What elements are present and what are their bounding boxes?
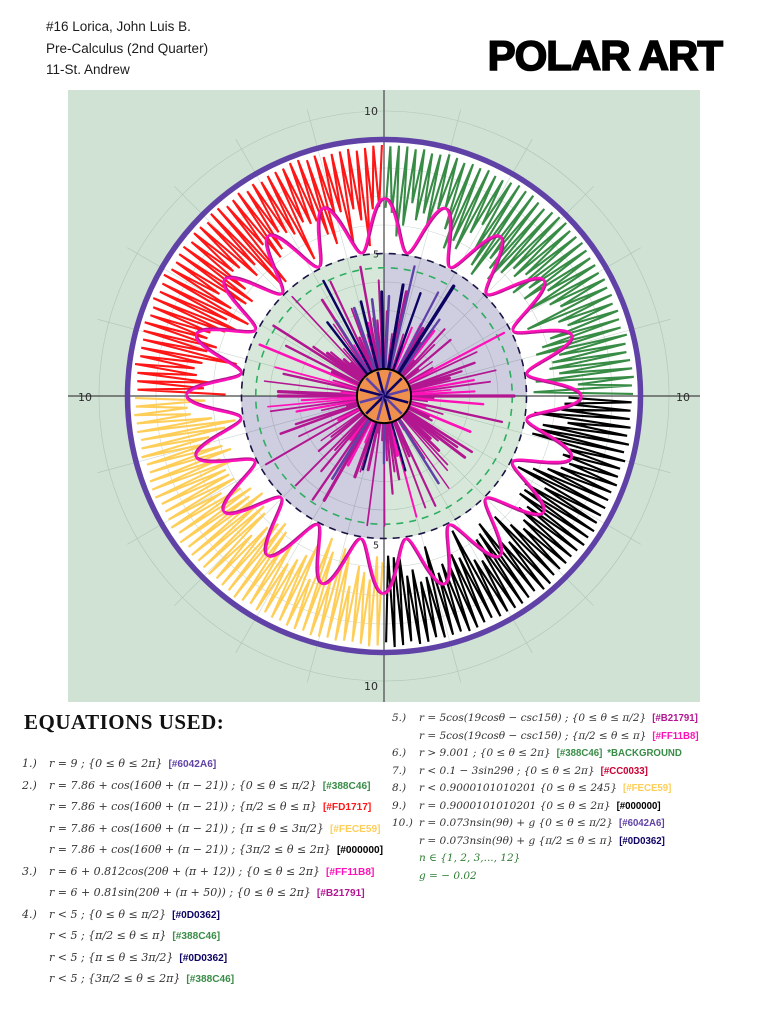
equation-row: r = 7.86 + cos(160θ + (π − 21)) ; {π ≤ θ…: [22, 822, 388, 844]
equation-color-tag: [#FD1717]: [322, 802, 372, 813]
equation-expression: r = 7.86 + cos(160θ + (π − 21)) ; {π/2 ≤…: [49, 800, 317, 813]
equation-color-tag: [#0D0362]: [179, 952, 228, 964]
spike-ring-quadrant: [384, 145, 634, 395]
equation-expression: r < 5 ; {0 ≤ θ ≤ π/2}: [49, 907, 167, 921]
equation-number: 8.): [392, 782, 407, 794]
equation-expression: r = 6 + 0.81sin(20θ + (π + 50)) ; {0 ≤ θ…: [49, 886, 311, 899]
equation-expression: r < 0.9000101010201 {0 ≤ θ ≤ 245}: [419, 782, 618, 794]
equation-row: 4.) r < 5 ; {0 ≤ θ ≤ π/2} [#0D0362]: [22, 908, 388, 930]
outer-circle: [124, 136, 644, 656]
equation-row: r < 5 ; {π/2 ≤ θ ≤ π} [#388C46]: [22, 929, 388, 951]
axis-tick-label: 10: [78, 391, 92, 404]
equation-expression: r = 7.86 + cos(160θ + (π − 21)) ; {3π/2 …: [49, 843, 331, 856]
equation-number: 9.): [392, 799, 407, 812]
dashed-boundary-outer: [240, 252, 528, 540]
equation-expression: r < 5 ; {3π/2 ≤ θ ≤ 2π}: [49, 972, 181, 985]
equation-number: 5.): [392, 712, 407, 724]
equation-row: 3.) r = 6 + 0.812cos(20θ + (π + 12)) ; {0…: [22, 865, 388, 887]
student-info: #16 Lorica, John Luis B. Pre-Calculus (2…: [46, 16, 208, 81]
equation-row: r = 7.86 + cos(160θ + (π − 21)) ; {3π/2 …: [22, 843, 388, 865]
axis-tick-label: 10: [364, 680, 378, 693]
polar-chart: 10 10 10 10 5 5: [68, 90, 700, 702]
equation-expression: r < 0.1 − 3sin29θ ; {0 ≤ θ ≤ 2π}: [419, 764, 595, 777]
equation-color-tag: [#388C46]: [172, 931, 221, 942]
equation-number: 4.): [22, 907, 37, 921]
axis-tick-label: 10: [364, 105, 378, 118]
equation-row: r < 5 ; {π ≤ θ ≤ 3π/2} [#0D0362]: [22, 951, 388, 973]
equation-color-tag: [#388C46]: [186, 974, 235, 985]
wave-bright: [185, 197, 583, 595]
spike-ring-quadrant: [134, 144, 383, 396]
equation-expression: r = 0.073nsin(9θ) + g {π/2 ≤ θ ≤ π}: [419, 834, 614, 847]
axis-tick-label: 5: [373, 250, 379, 261]
equations-heading: EQUATIONS USED:: [24, 710, 225, 734]
equation-color-tag: [#FF11B8]: [652, 730, 699, 742]
equation-expression: r = 5cos(19cosθ − csc15θ) ; {0 ≤ θ ≤ π/2…: [419, 712, 647, 724]
equation-expression: r = 0.9000101010201 {0 ≤ θ ≤ 2π}: [419, 799, 611, 812]
equation-row: 1.) r = 9 ; {0 ≤ θ ≤ 2π} [#6042A6]: [22, 757, 388, 779]
equation-expression: g = − 0.02: [419, 869, 477, 882]
equation-expression: r = 7.86 + cos(160θ + (π − 21)) ; {π ≤ θ…: [49, 821, 324, 835]
equation-color-tag: [#FF11B8]: [326, 866, 375, 878]
quadrant-fill: [241, 253, 384, 396]
equation-color-tag: [#FECE59]: [329, 823, 381, 835]
equation-row: 10.) r = 0.073nsin(9θ) + g {0 ≤ θ ≤ π/2} […: [392, 817, 766, 835]
equation-color-tag: [#388C46]: [556, 748, 603, 759]
equation-number: 6.): [392, 747, 407, 759]
equation-row: 9.) r = 0.9000101010201 {0 ≤ θ ≤ 2π} [#000…: [392, 800, 766, 818]
equation-color-tag: [#B21791]: [652, 713, 698, 724]
equation-expression: r = 5cos(19cosθ − csc15θ) ; {π/2 ≤ θ ≤ π…: [419, 729, 647, 742]
equation-expression: r = 7.86 + cos(160θ + (π − 21)) ; {0 ≤ θ…: [49, 778, 317, 792]
equation-number: 10.): [392, 817, 413, 829]
equations-left-column: 1.) r = 9 ; {0 ≤ θ ≤ 2π} [#6042A6] 2.) r = 7…: [22, 757, 388, 994]
equation-row: 8.) r < 0.9000101010201 {0 ≤ θ ≤ 245} [#FE…: [392, 782, 766, 800]
equation-color-tag: [#B21791]: [316, 888, 365, 899]
equation-row: r < 5 ; {3π/2 ≤ θ ≤ 2π} [#388C46]: [22, 972, 388, 994]
equation-row: r = 5cos(19cosθ − csc15θ) ; {π/2 ≤ θ ≤ π…: [392, 730, 766, 748]
equation-color-tag: [#6042A6]: [618, 818, 665, 829]
equation-color-tag: [#000000]: [336, 845, 384, 856]
equations-right-column: 5.) r = 5cos(19cosθ − csc15θ) ; {0 ≤ θ ≤ …: [392, 712, 766, 887]
section-name: 11-St. Andrew: [46, 62, 130, 78]
equation-expression: r = 6 + 0.812cos(20θ + (π + 12)) ; {0 ≤ …: [49, 864, 320, 878]
equation-color-tag: [#000000]: [616, 800, 661, 812]
course-name: Pre-Calculus (2nd Quarter): [46, 40, 209, 56]
background-note: *BACKGROUND: [607, 748, 682, 759]
equation-expression: r < 5 ; {π/2 ≤ θ ≤ π}: [49, 929, 167, 942]
axis-tick-label: 5: [373, 541, 379, 552]
equation-expression: n ∈ {1, 2, 3,..., 12}: [419, 852, 521, 864]
equation-color-tag: [#0D0362]: [172, 909, 220, 921]
equation-row: g = − 0.02: [392, 870, 766, 888]
equation-color-tag: [#388C46]: [322, 780, 371, 792]
equation-number: 7.): [392, 764, 407, 777]
equation-color-tag: [#FECE59]: [623, 783, 672, 794]
equation-expression: r = 9 ; {0 ≤ θ ≤ 2π}: [49, 757, 163, 770]
equation-color-tag: [#0D0362]: [619, 835, 665, 847]
equation-expression: r < 5 ; {π ≤ θ ≤ 3π/2}: [49, 950, 174, 964]
equation-expression: r = 0.073nsin(9θ) + g {0 ≤ θ ≤ π/2}: [419, 817, 613, 829]
equation-color-tag: [#CC0033]: [600, 765, 648, 777]
equation-row: 5.) r = 5cos(19cosθ − csc15θ) ; {0 ≤ θ ≤ …: [392, 712, 766, 730]
equation-row: 6.) r > 9.001 ; {0 ≤ θ ≤ 2π} [#388C46] *BAC…: [392, 747, 766, 765]
page-title: POLAR ART: [487, 31, 724, 80]
equation-number: 3.): [22, 864, 37, 878]
axis-tick-label: 10: [676, 391, 690, 404]
equation-color-tag: [#6042A6]: [168, 759, 217, 770]
student-name: #16 Lorica, John Luis B.: [46, 19, 191, 34]
equation-row: r = 0.073nsin(9θ) + g {π/2 ≤ θ ≤ π} [#0D0…: [392, 835, 766, 853]
equation-number: 2.): [22, 778, 37, 792]
equation-number: 1.): [22, 757, 37, 770]
spike-ring-quadrant: [385, 396, 632, 648]
equation-row: 2.) r = 7.86 + cos(160θ + (π − 21)) ; {0 …: [22, 779, 388, 801]
equation-expression: r > 9.001 ; {0 ≤ θ ≤ 2π}: [419, 747, 551, 759]
equation-row: r = 6 + 0.81sin(20θ + (π + 50)) ; {0 ≤ θ…: [22, 886, 388, 908]
equation-row: n ∈ {1, 2, 3,..., 12}: [392, 852, 766, 870]
equation-row: r = 7.86 + cos(160θ + (π − 21)) ; {π/2 ≤…: [22, 800, 388, 822]
center-wheel: [355, 367, 413, 425]
equation-row: 7.) r < 0.1 − 3sin29θ ; {0 ≤ θ ≤ 2π} [#CC0…: [392, 765, 766, 783]
